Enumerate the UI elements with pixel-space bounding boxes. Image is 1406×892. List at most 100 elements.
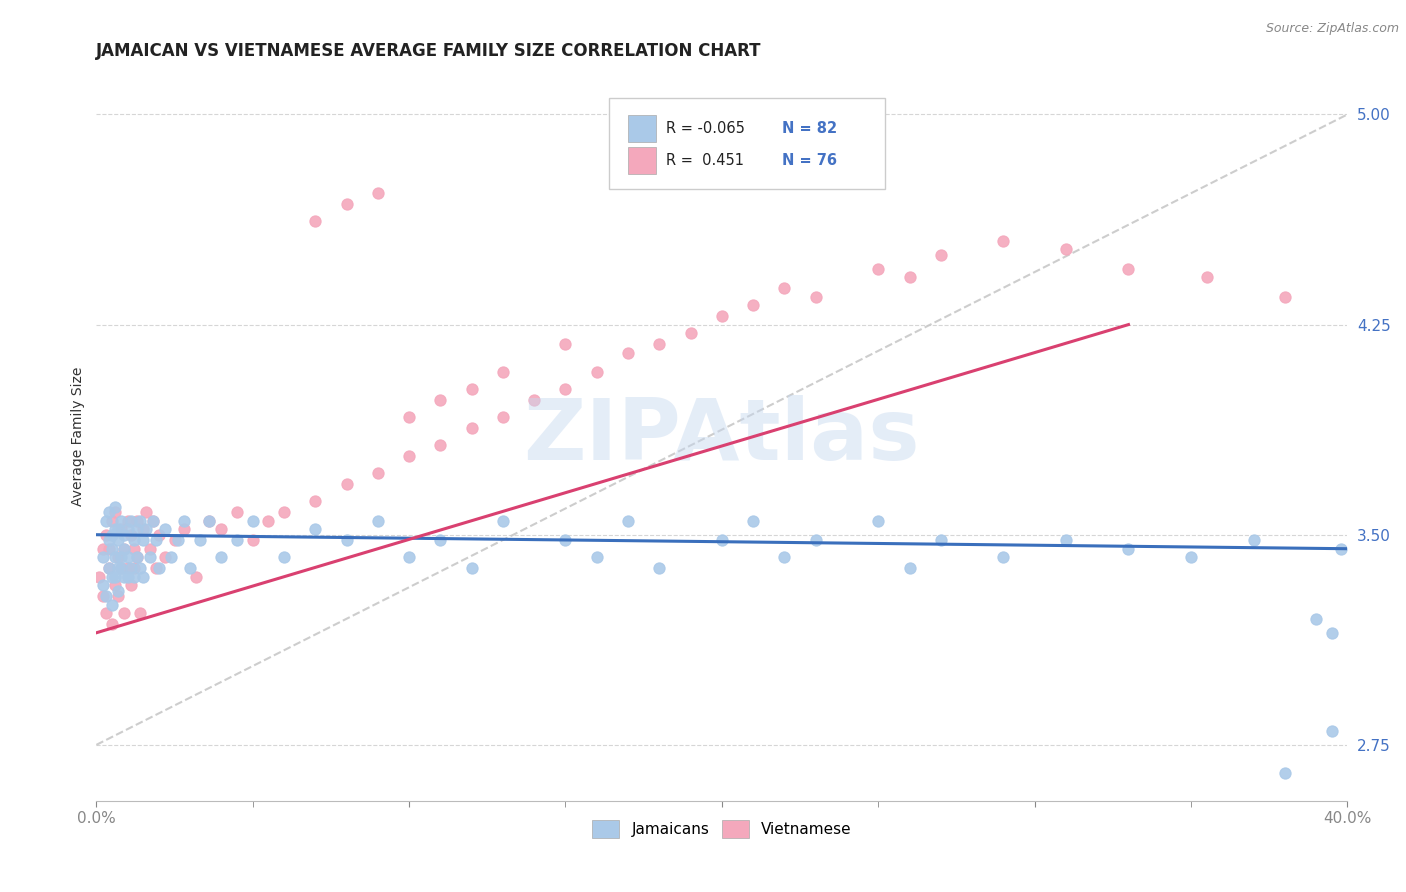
Point (335, 533, 357, 548)
Point (117, 561, 139, 575)
Point (117, 522, 139, 536)
Point (94, 527, 117, 541)
Point (211, 550, 233, 565)
Point (773, 550, 796, 565)
Point (585, 365, 607, 379)
Point (122, 570, 145, 584)
Point (104, 522, 127, 536)
Point (114, 541, 136, 556)
Point (114, 527, 136, 541)
Point (107, 522, 129, 536)
Point (198, 514, 221, 528)
Point (304, 522, 326, 536)
Point (110, 514, 132, 528)
Text: R = -0.065: R = -0.065 (665, 121, 744, 136)
Point (94, 514, 117, 528)
Point (242, 514, 264, 528)
Point (257, 514, 280, 528)
Point (132, 533, 155, 548)
Point (1118, 541, 1140, 556)
Text: JAMAICAN VS VIETNAMESE AVERAGE FAMILY SIZE CORRELATION CHART: JAMAICAN VS VIETNAMESE AVERAGE FAMILY SI… (97, 42, 762, 60)
Point (89, 570, 111, 584)
Point (1054, 242, 1077, 256)
Point (710, 309, 733, 323)
Point (97, 541, 120, 556)
Point (460, 561, 482, 575)
Point (398, 450, 420, 464)
Point (91, 541, 114, 556)
Point (226, 533, 249, 548)
Point (94, 590, 117, 604)
Point (273, 505, 295, 519)
Point (335, 197, 357, 211)
Point (166, 533, 188, 548)
Point (129, 606, 152, 620)
Point (135, 522, 157, 536)
Point (273, 550, 295, 565)
Point (679, 326, 702, 340)
Point (101, 570, 124, 584)
Point (367, 514, 389, 528)
Point (138, 541, 160, 556)
Point (163, 533, 186, 548)
Point (804, 533, 827, 548)
Point (585, 550, 607, 565)
Point (429, 533, 451, 548)
Point (398, 410, 420, 425)
Point (125, 550, 148, 565)
Point (367, 466, 389, 480)
Point (367, 186, 389, 200)
Point (91, 578, 114, 592)
Point (132, 570, 155, 584)
Point (1320, 723, 1343, 738)
Point (173, 522, 195, 536)
Point (142, 514, 165, 528)
Point (94, 606, 117, 620)
Point (773, 281, 796, 295)
Point (993, 234, 1015, 248)
Point (211, 522, 233, 536)
Text: N = 76: N = 76 (782, 153, 837, 168)
Point (145, 533, 167, 548)
Point (898, 269, 921, 284)
Point (107, 561, 129, 575)
Point (114, 570, 136, 584)
Point (188, 533, 211, 548)
Text: Source: ZipAtlas.com: Source: ZipAtlas.com (1265, 22, 1399, 36)
Point (101, 617, 124, 632)
Point (1243, 533, 1265, 548)
Point (117, 550, 139, 565)
Point (492, 410, 515, 425)
Point (125, 522, 148, 536)
Point (122, 533, 145, 548)
Point (398, 550, 420, 565)
Point (648, 337, 671, 351)
Point (1274, 765, 1296, 780)
Point (742, 298, 765, 312)
Point (429, 393, 451, 408)
Point (929, 247, 952, 261)
Point (117, 514, 139, 528)
Point (104, 578, 127, 592)
Point (523, 393, 546, 408)
Point (110, 561, 132, 575)
Point (97, 561, 120, 575)
Point (648, 561, 671, 575)
Point (1320, 625, 1343, 640)
Point (1330, 541, 1353, 556)
Point (110, 561, 132, 575)
Point (993, 550, 1015, 565)
Bar (628, 115, 655, 143)
Point (335, 477, 357, 491)
Point (179, 561, 201, 575)
Point (460, 421, 482, 435)
Point (198, 514, 221, 528)
Point (1054, 533, 1077, 548)
Point (460, 382, 482, 396)
Point (101, 527, 124, 541)
Point (173, 514, 195, 528)
Point (132, 522, 155, 536)
Point (142, 514, 165, 528)
Point (110, 550, 132, 565)
Point (110, 522, 132, 536)
